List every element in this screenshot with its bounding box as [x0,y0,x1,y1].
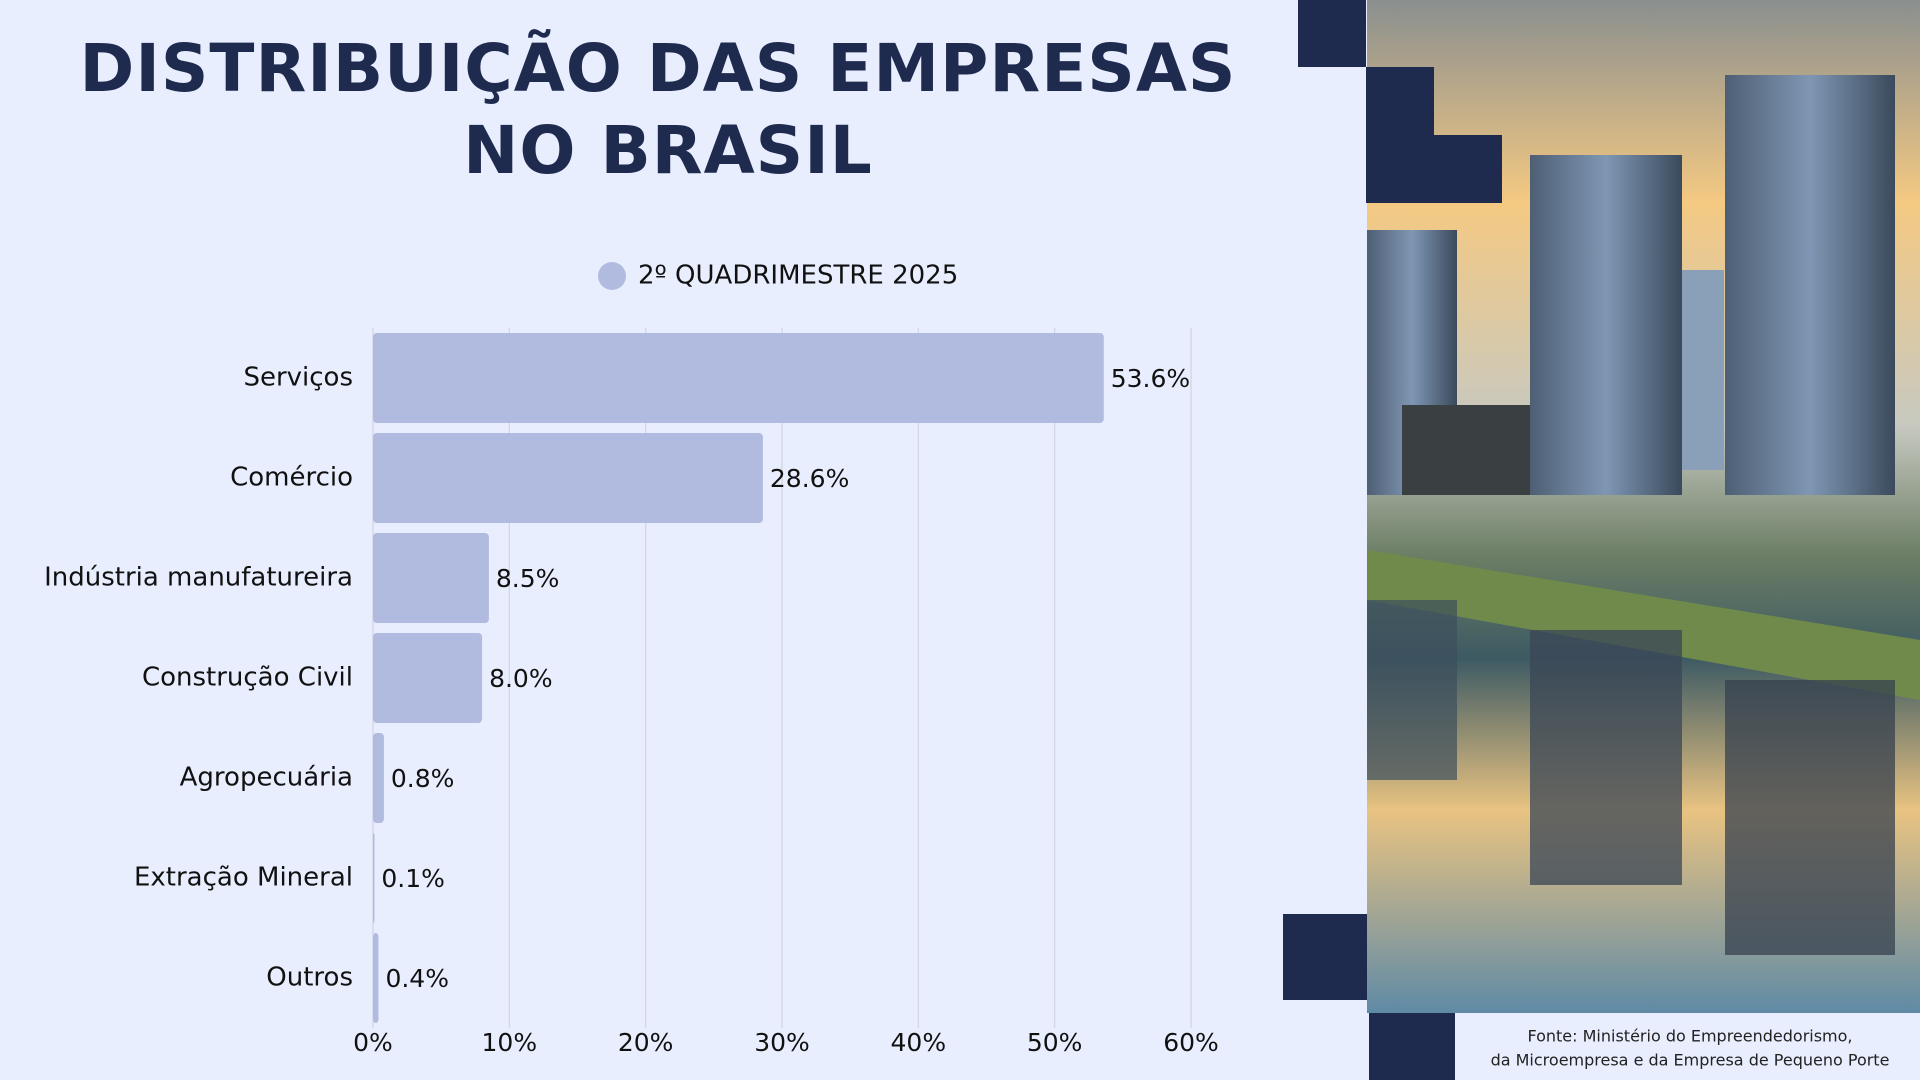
value-label: 28.6% [770,464,849,493]
title: DISTRIBUIÇÃO DAS EMPRESAS NO BRASIL [80,29,1237,189]
source: Fonte: Ministério do Empreendedorismo, [1527,1027,1852,1046]
y-tick-label: Outros [266,963,353,993]
bar [373,633,483,723]
bar [373,733,384,823]
y-tick-label: Serviços [243,363,353,393]
bar [373,933,379,1023]
photo [1367,0,1920,1013]
value-label: 0.8% [391,764,455,793]
y-tick-label: Indústria manufatureira [44,563,353,593]
value-label: 8.5% [496,564,560,593]
x-tick-label: 0% [353,1028,393,1057]
chart-title: DISTRIBUIÇÃO DAS EMPRESAS [80,29,1237,107]
y-tick-label: Extração Mineral [134,863,353,893]
y-tick-label: Agropecuária [180,763,353,793]
legend-swatch [598,262,626,290]
chart-title: NO BRASIL [463,112,873,189]
y-tick-label: Comércio [230,463,353,493]
decor [1283,0,1502,1080]
value-label: 8.0% [489,664,553,693]
value-label: 53.6% [1111,364,1190,393]
bar [373,333,1104,423]
bar [373,833,375,923]
x-tick-label: 20% [618,1028,674,1057]
bar [373,533,489,623]
x-tick-label: 60% [1163,1028,1219,1057]
x-tick-label: 50% [1027,1028,1083,1057]
x-tick-label: 10% [482,1028,538,1057]
value-label: 0.4% [385,964,449,993]
bar [373,433,763,523]
plot: 0% 10% 20% 30% 40% 50% 60% Serviços 53.6% Comérci… [44,261,1219,1058]
source: da Microempresa e da Empresa de Pequeno … [1491,1051,1890,1070]
y-tick-label: Construção Civil [142,663,353,693]
x-tick-label: 30% [754,1028,810,1057]
x-tick-label: 40% [891,1028,947,1057]
value-label: 0.1% [381,864,445,893]
legend-label: 2º QUADRIMESTRE 2025 [638,261,958,291]
